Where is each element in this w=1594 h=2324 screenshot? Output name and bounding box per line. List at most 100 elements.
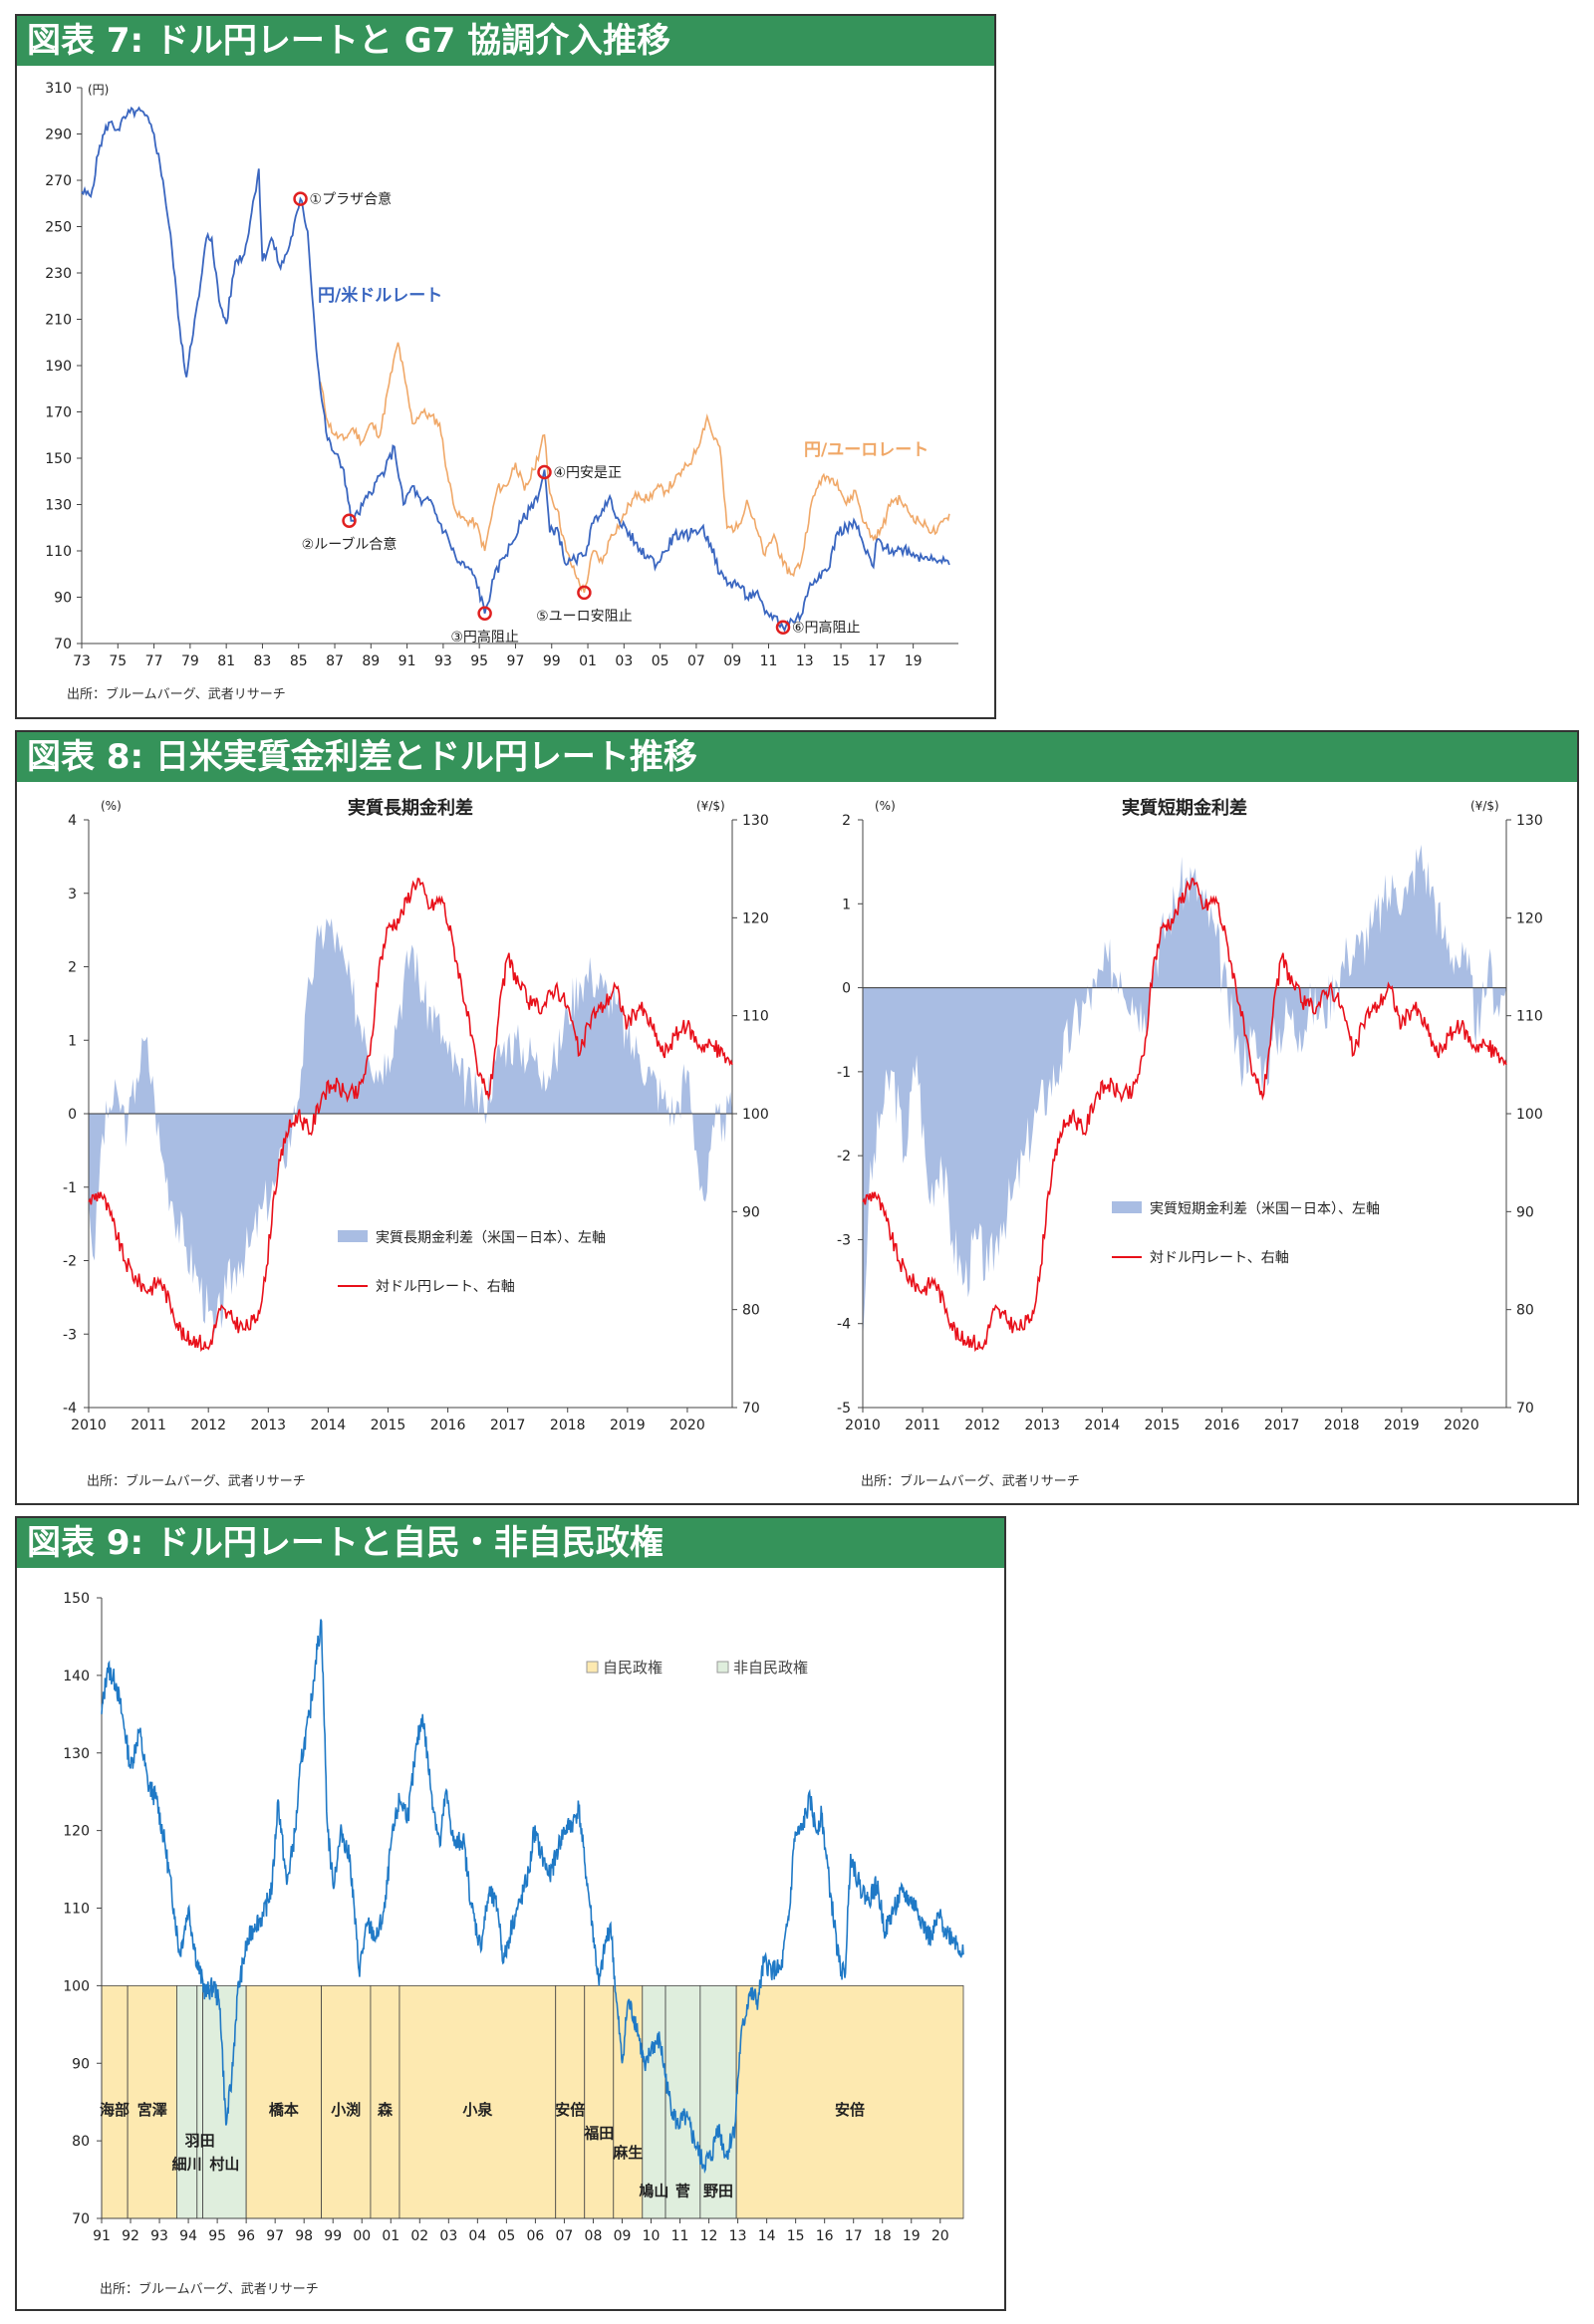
- chart8-right-legend-area-label: 実質短期金利差（米国－日本）、左軸: [1150, 1201, 1380, 1217]
- chart7-x-tick-label: 87: [326, 653, 344, 669]
- chart7-x-tick-label: 19: [905, 653, 923, 669]
- chart7-annotation-marker: [342, 513, 357, 529]
- chart7-x-tick-label: 01: [579, 653, 597, 669]
- chart9-legend-ldp-label: 自民政権: [603, 1659, 663, 1677]
- chart8-left-y-left-tick-label: 1: [68, 1033, 77, 1049]
- chart8-left-x-tick-label: 2016: [430, 1418, 466, 1433]
- chart9-period-label: 安倍: [835, 2101, 865, 2119]
- chart9-y-tick-label: 130: [63, 1746, 90, 1762]
- chart8-right-x-tick-label: 2018: [1324, 1418, 1360, 1433]
- chart9-y-tick-label: 80: [72, 2134, 90, 2150]
- chart9-x-tick-label: 03: [439, 2228, 457, 2244]
- chart9-x-tick-label: 98: [295, 2228, 313, 2244]
- chart8-right-y-right-tick-label: 100: [1516, 1107, 1543, 1123]
- chart8-right-x-tick-label: 2013: [1024, 1418, 1060, 1433]
- chart8-right-y-left-tick-label: -4: [837, 1317, 851, 1333]
- chart8-left-unit-right: (¥/$): [696, 799, 725, 813]
- chart9-legend-non-ldp-swatch: [716, 1661, 729, 1674]
- chart8-right-y-left-tick-label: 2: [842, 813, 851, 829]
- chart8-left-y-right-tick-label: 70: [742, 1401, 760, 1417]
- chart8-right-x-tick-label: 2014: [1085, 1418, 1121, 1433]
- chart7-annotation-marker: [537, 464, 552, 480]
- chart7-x-tick-label: 05: [652, 653, 669, 669]
- chart7-x-tick-label: 07: [687, 653, 705, 669]
- chart9-x-tick-label: 15: [787, 2228, 805, 2244]
- chart8-left-y-left-tick-label: -2: [63, 1254, 77, 1270]
- chart7-unit: (円): [88, 83, 109, 97]
- chart8-left-series-spread: [89, 917, 732, 1335]
- chart7-x-tick-label: 85: [290, 653, 308, 669]
- chart9-period-label: 羽田: [185, 2132, 215, 2150]
- chart7-y-tick-label: 230: [45, 266, 72, 282]
- chart7-annotation-label: ②ルーブル合意: [302, 536, 398, 553]
- chart7-y-tick-label: 190: [45, 359, 72, 375]
- chart9-x-tick-label: 16: [816, 2228, 834, 2244]
- chart8-right-subtitle: 実質短期金利差: [1122, 797, 1247, 819]
- chart7-x-tick-label: 13: [796, 653, 814, 669]
- chart7-annotation-label: ①プラザ合意: [310, 191, 393, 208]
- chart8-left-y-left-tick-label: -1: [63, 1180, 77, 1196]
- chart8-left-legend-area-swatch: [338, 1230, 368, 1242]
- chart9-period-label: 安倍: [555, 2101, 585, 2119]
- chart8-right-legend-line-label: 対ドル円レート、右軸: [1150, 1250, 1289, 1266]
- chart8-left-x-tick-label: 2010: [71, 1418, 107, 1433]
- chart9-x-tick-label: 08: [585, 2228, 603, 2244]
- chart9-series-usdjpy: [101, 1619, 964, 2175]
- chart9-panel: 図表 9: ドル円レートと自民・非自民政権 70 80 90 100 110 120 130…: [15, 1516, 1006, 2311]
- chart7-x-tick-label: 17: [868, 653, 886, 669]
- chart7-x-tick-label: 73: [73, 653, 91, 669]
- chart9-period-band: [370, 1984, 400, 2219]
- chart9-period-label: 海部: [100, 2101, 130, 2119]
- chart8-left-y-left-tick-label: -3: [63, 1327, 77, 1343]
- chart7-annotation-marker: [775, 620, 791, 635]
- chart9-period-label: 福田: [583, 2124, 614, 2142]
- chart8-left-y-right-tick-label: 90: [742, 1204, 760, 1220]
- chart8-right-x-tick-label: 2011: [905, 1418, 940, 1433]
- chart9-x-tick-label: 00: [353, 2228, 371, 2244]
- chart9-period-band: [664, 1984, 701, 2219]
- chart7-x-tick-label: 79: [181, 653, 199, 669]
- chart9-period-label: 麻生: [612, 2144, 643, 2162]
- chart9-x-tick-label: 95: [208, 2228, 226, 2244]
- chart9-period-band: [555, 1984, 586, 2219]
- chart7-y-tick-label: 150: [45, 451, 72, 467]
- chart7-x-tick-label: 77: [145, 653, 163, 669]
- chart9-period-band: [735, 1984, 964, 2219]
- chart7-y-tick-label: 210: [45, 313, 72, 329]
- chart8-left-y-right-tick-label: 120: [742, 910, 769, 926]
- chart8-left-x-tick-label: 2018: [550, 1418, 586, 1433]
- chart7-annotation-label: ④円安是正: [553, 465, 622, 481]
- chart7-x-tick-label: 81: [217, 653, 235, 669]
- chart9-x-tick-label: 97: [266, 2228, 284, 2244]
- chart7-x-tick-label: 99: [543, 653, 561, 669]
- chart9-period-label: 鳩山: [639, 2183, 668, 2200]
- chart8-left-series-rate: [88, 878, 733, 1353]
- chart7-x-tick-label: 75: [109, 653, 127, 669]
- chart9-x-tick-label: 09: [614, 2228, 632, 2244]
- chart7-panel: 図表 7: ドル円レートと G7 協調介入推移 70 90 110 130 150 170…: [15, 14, 996, 719]
- chart9-period-label: 村山: [209, 2155, 239, 2173]
- chart9-x-tick-label: 11: [671, 2228, 689, 2244]
- chart9-x-tick-label: 12: [700, 2228, 718, 2244]
- chart8-left-y-right-tick-label: 100: [742, 1107, 769, 1123]
- chart8-left-x-tick-label: 2019: [610, 1418, 646, 1433]
- chart8-right-x-tick-label: 2019: [1384, 1418, 1420, 1433]
- chart8-right-x-tick-label: 2012: [964, 1418, 1000, 1433]
- chart9-x-tick-label: 92: [122, 2228, 139, 2244]
- chart8-right-series-rate: [862, 878, 1507, 1353]
- chart7-x-tick-label: 93: [434, 653, 452, 669]
- chart8-left-x-tick-label: 2012: [190, 1418, 226, 1433]
- chart9-y-tick-label: 150: [63, 1591, 90, 1607]
- chart9-period-band: [321, 1984, 372, 2219]
- chart8-right-y-right-tick-label: 90: [1516, 1204, 1534, 1220]
- chart8-right-unit-left: (%): [875, 799, 896, 813]
- chart7-x-tick-label: 03: [615, 653, 633, 669]
- chart9-x-tick-label: 20: [931, 2228, 949, 2244]
- chart9-y-tick-label: 100: [63, 1978, 90, 1994]
- chart9-x-tick-label: 93: [150, 2228, 168, 2244]
- chart8-right-y-left-tick-label: 0: [842, 981, 851, 997]
- chart8-right-x-tick-label: 2010: [845, 1418, 881, 1433]
- chart9-y-tick-label: 120: [63, 1824, 90, 1840]
- chart7-x-tick-label: 91: [398, 653, 416, 669]
- chart8-right-y-left-tick-label: 1: [842, 897, 851, 912]
